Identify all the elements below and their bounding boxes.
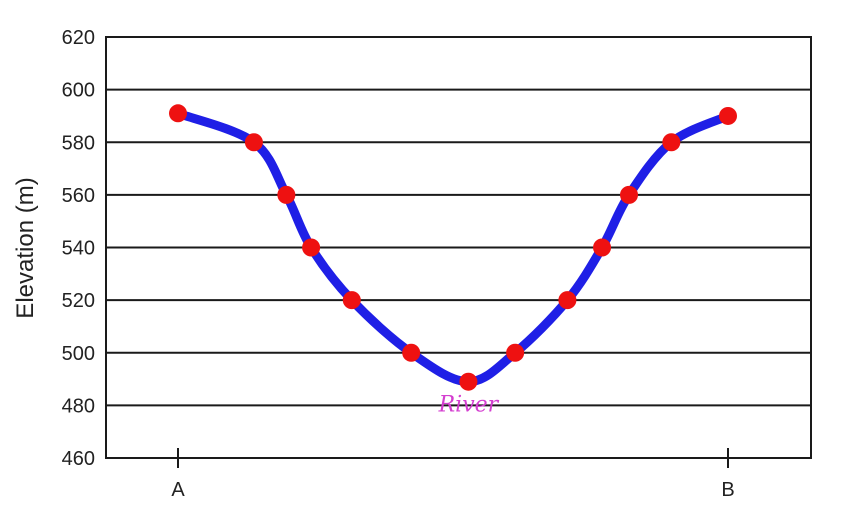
y-tick-label: 600 — [62, 80, 95, 102]
data-point — [402, 343, 421, 362]
y-tick-label: 560 — [62, 185, 95, 207]
series-elevation — [169, 104, 737, 391]
y-tick-label: 520 — [62, 290, 95, 312]
river-annotation: River — [438, 393, 500, 418]
gridlines — [106, 88, 811, 407]
y-tick-labels: 460 480 500 520 540 560 580 600 620 — [62, 27, 95, 470]
data-point — [459, 372, 478, 391]
annotations: River — [438, 393, 500, 418]
data-point — [620, 185, 638, 204]
y-tick-label: 480 — [62, 395, 95, 417]
y-tick-label: 620 — [62, 27, 95, 49]
data-point — [302, 238, 321, 257]
y-tick-label: 460 — [62, 448, 95, 470]
data-point — [244, 133, 263, 152]
y-axis-title: Elevation (m) — [12, 177, 39, 318]
y-tick-label: 580 — [62, 132, 95, 154]
y-tick-label: 540 — [62, 238, 95, 260]
data-point — [277, 185, 296, 204]
data-point — [593, 238, 612, 257]
data-point — [506, 343, 525, 362]
y-tick-label: 500 — [62, 343, 95, 365]
data-point — [558, 291, 577, 310]
data-point — [719, 106, 737, 125]
data-point — [662, 133, 681, 152]
data-point — [342, 291, 361, 310]
x-category-label-b: B — [721, 479, 734, 501]
x-category-label-a: A — [171, 479, 185, 501]
data-point — [169, 104, 187, 123]
